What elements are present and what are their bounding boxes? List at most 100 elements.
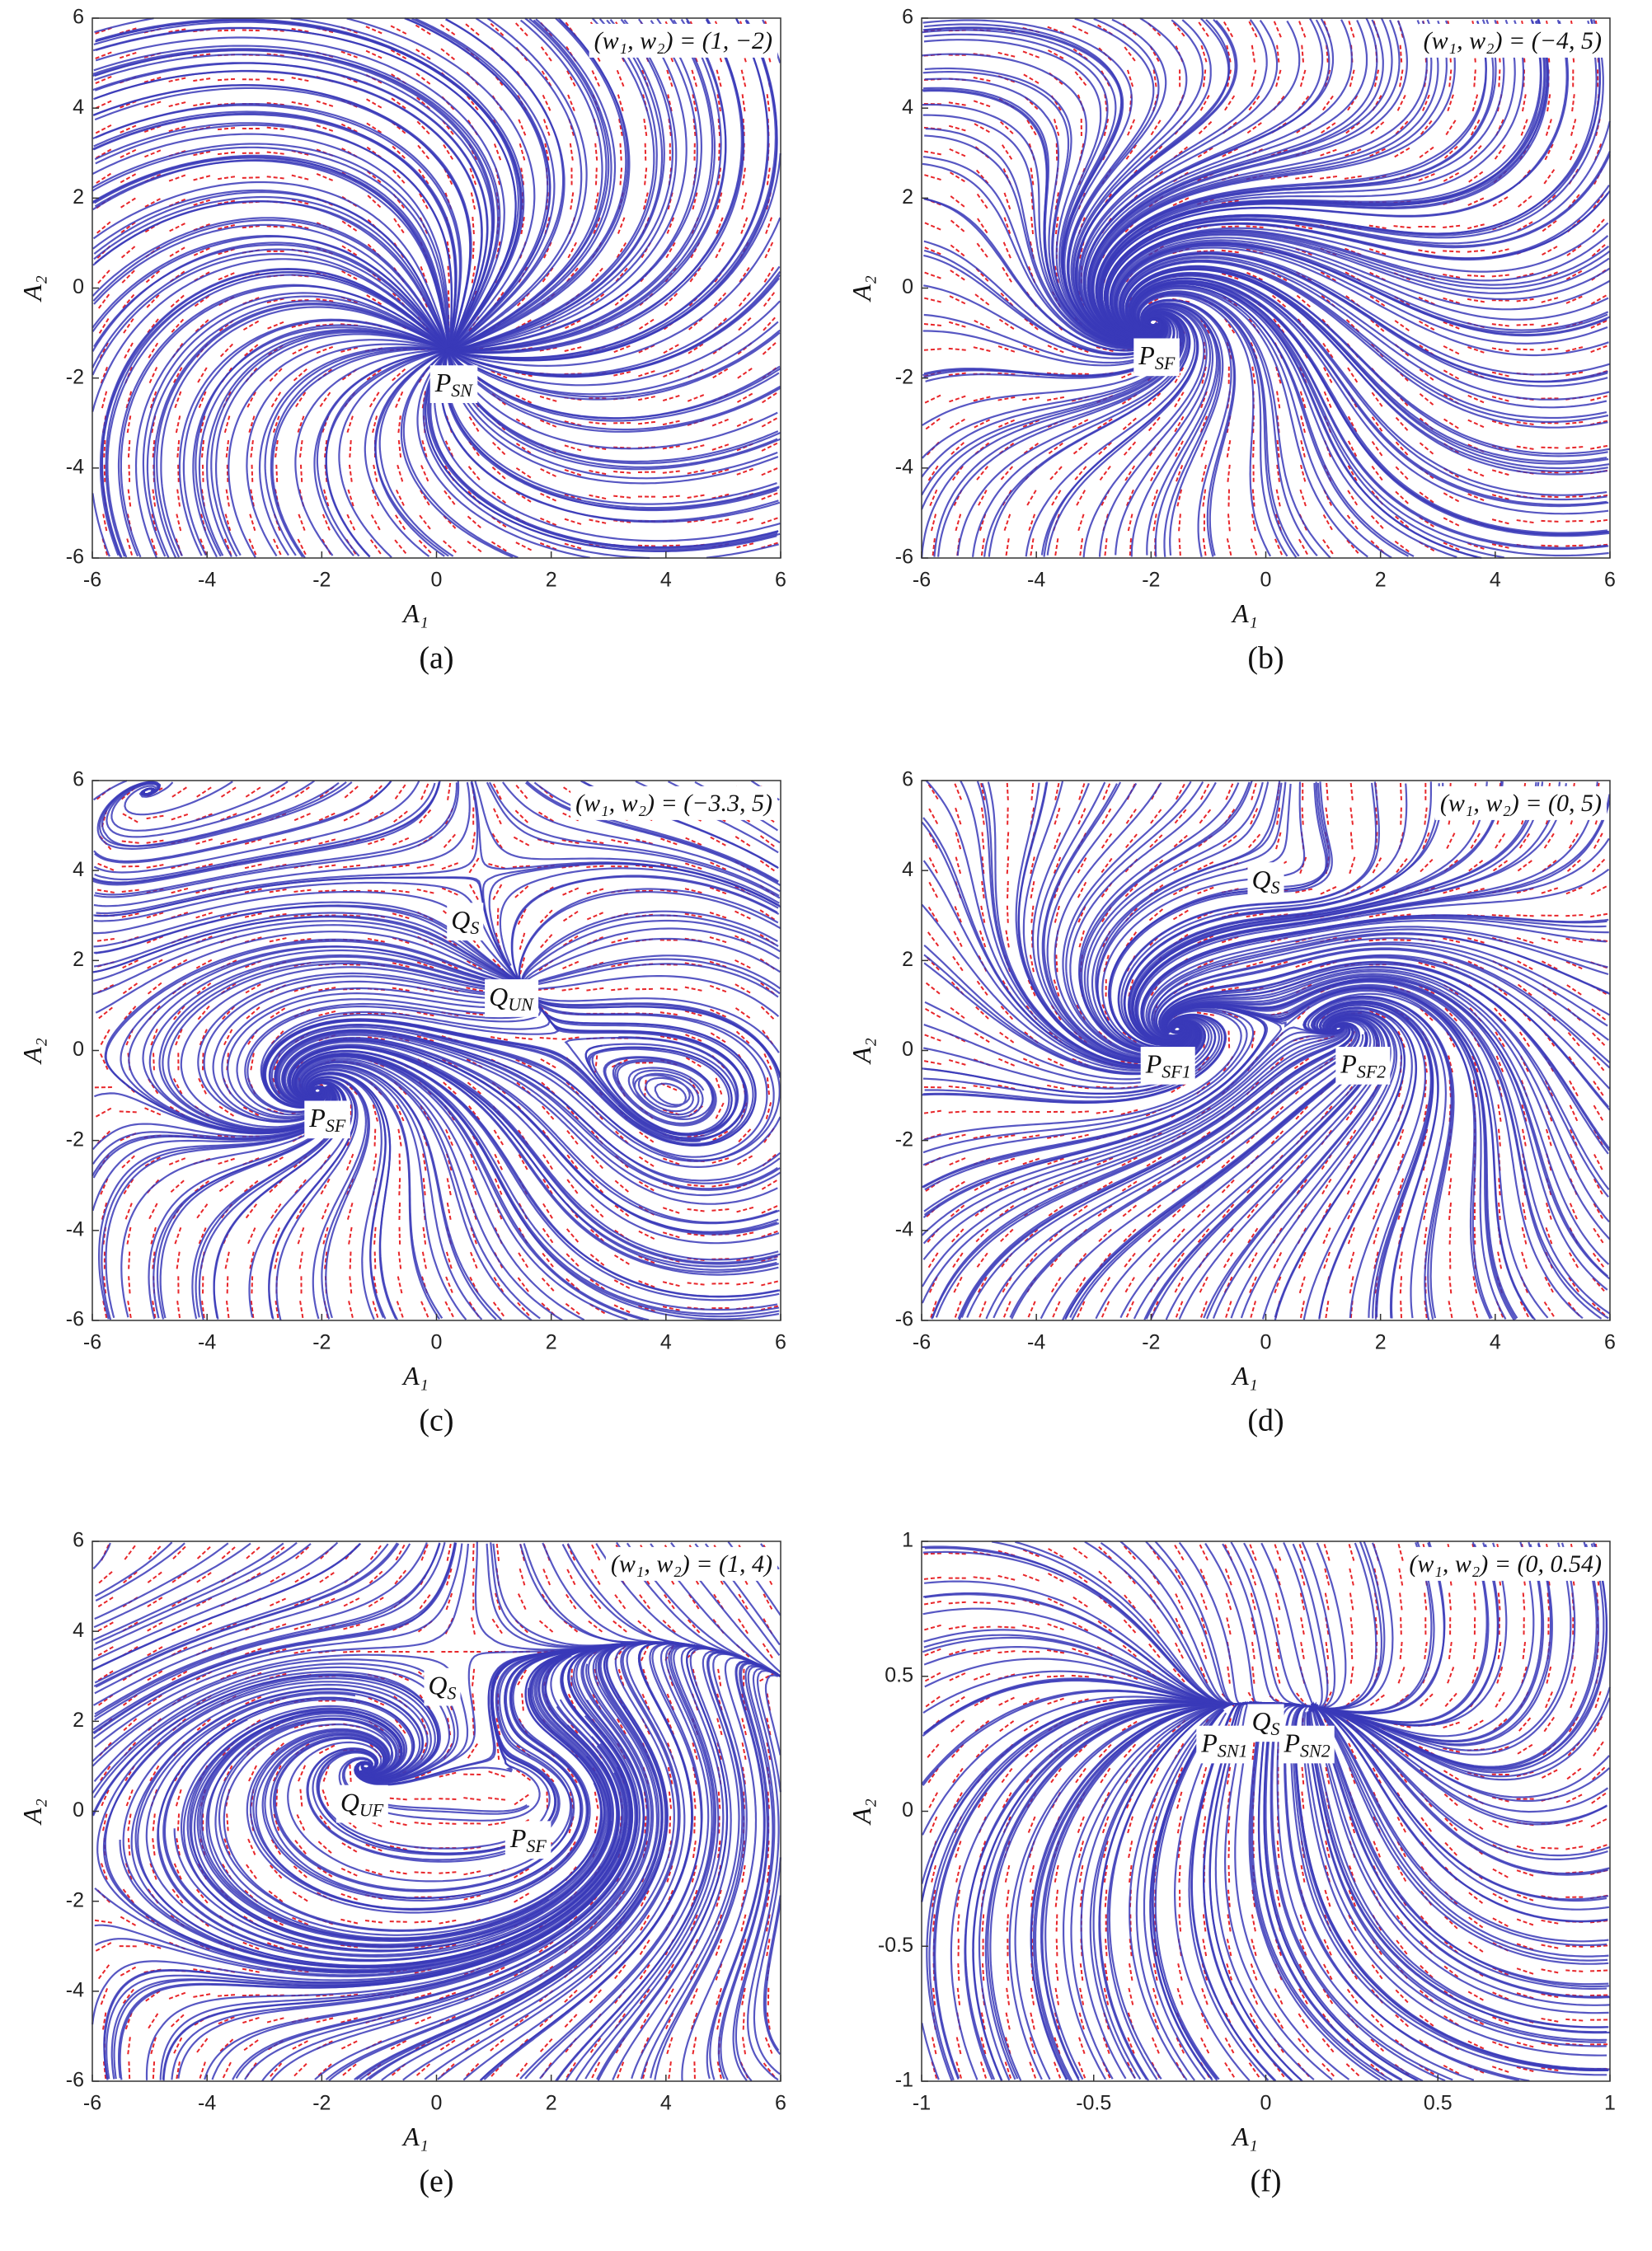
direction-arrow xyxy=(1399,1592,1403,1613)
direction-arrow xyxy=(950,1203,967,1217)
streamline xyxy=(446,321,779,396)
direction-arrow xyxy=(1077,906,1086,926)
direction-arrow xyxy=(1005,1985,1011,2005)
streamline xyxy=(101,271,452,558)
direction-arrow xyxy=(120,959,138,970)
direction-arrow xyxy=(1570,119,1577,138)
direction-arrow xyxy=(948,1059,969,1067)
direction-arrow xyxy=(1152,1985,1159,2005)
direction-arrow xyxy=(1301,1789,1305,1809)
x-tick-label: -2 xyxy=(312,1331,331,1354)
direction-arrow xyxy=(495,1715,501,1736)
direction-arrow xyxy=(298,1249,304,1269)
direction-arrow xyxy=(589,267,603,284)
direction-arrow xyxy=(291,913,312,917)
direction-arrow xyxy=(1514,936,1534,944)
direction-arrow xyxy=(143,864,164,870)
direction-arrow xyxy=(1201,462,1208,482)
direction-arrow xyxy=(1368,293,1386,307)
direction-arrow xyxy=(266,1623,287,1632)
direction-arrow xyxy=(974,320,993,331)
direction-arrow xyxy=(1150,2034,1160,2054)
direction-arrow xyxy=(1200,1592,1208,1613)
x-tick-label: 4 xyxy=(660,2092,672,2115)
direction-arrow xyxy=(268,786,286,800)
direction-arrow xyxy=(641,1691,650,1710)
direction-arrow xyxy=(397,437,402,458)
direction-arrow xyxy=(272,1225,282,1245)
direction-arrow xyxy=(561,492,582,501)
direction-arrow xyxy=(1398,69,1404,90)
direction-arrow xyxy=(120,244,138,259)
direction-arrow xyxy=(1564,1794,1583,1804)
direction-arrow xyxy=(243,2038,261,2052)
direction-arrow xyxy=(515,1275,529,1292)
direction-arrow xyxy=(1077,808,1086,828)
direction-arrow xyxy=(1077,2059,1086,2079)
direction-arrow xyxy=(709,443,730,452)
direction-arrow xyxy=(96,1571,113,1586)
streamline xyxy=(283,1039,779,1233)
streamline xyxy=(94,1542,229,1620)
direction-arrow xyxy=(636,318,655,331)
direction-arrow xyxy=(1243,961,1264,968)
direction-arrow xyxy=(924,1647,944,1657)
direction-arrow xyxy=(292,344,311,355)
streamline xyxy=(1104,19,1604,293)
direction-arrow xyxy=(94,1919,115,1925)
direction-arrow xyxy=(322,486,330,507)
direction-arrow xyxy=(195,317,211,333)
direction-arrow xyxy=(1293,888,1313,894)
streamline xyxy=(1078,19,1279,342)
direction-arrow xyxy=(1219,271,1239,280)
direction-arrow xyxy=(612,293,629,307)
direction-arrow xyxy=(1465,2039,1485,2050)
direction-arrow xyxy=(1126,69,1134,90)
direction-arrow xyxy=(643,167,648,188)
streamline xyxy=(1142,302,1222,557)
direction-arrow xyxy=(389,1845,410,1851)
direction-arrow xyxy=(1349,1568,1355,1588)
streamline xyxy=(1164,987,1518,1319)
direction-arrow xyxy=(514,1891,532,1903)
direction-arrow xyxy=(1027,979,1037,999)
x-tick-label: -4 xyxy=(198,569,216,592)
direction-arrow xyxy=(927,1742,941,1758)
direction-arrow xyxy=(734,542,754,549)
direction-arrow xyxy=(176,1249,181,1269)
direction-arrow xyxy=(366,367,384,381)
direction-arrow xyxy=(414,1920,434,1924)
direction-arrow xyxy=(999,1031,1016,1045)
direction-arrow xyxy=(342,2061,359,2076)
direction-arrow xyxy=(168,124,189,133)
direction-arrow xyxy=(1442,1963,1459,1978)
direction-arrow xyxy=(1199,1274,1210,1293)
direction-arrow xyxy=(419,462,429,482)
direction-arrow xyxy=(1373,1249,1380,1269)
direction-arrow xyxy=(316,838,336,846)
direction-arrow xyxy=(1098,1742,1114,1758)
streamline xyxy=(452,17,608,350)
point-label-box xyxy=(424,1667,461,1706)
direction-arrow xyxy=(1176,1986,1184,2005)
direction-arrow xyxy=(1000,1226,1016,1242)
direction-arrow xyxy=(1123,883,1138,899)
direction-arrow xyxy=(1078,1862,1084,1883)
direction-arrow xyxy=(1447,1053,1453,1073)
direction-arrow xyxy=(148,364,159,384)
streamline xyxy=(924,77,1166,346)
direction-arrow xyxy=(1443,1692,1457,1709)
direction-arrow xyxy=(150,1224,157,1245)
direction-arrow xyxy=(1563,495,1584,499)
direction-arrow xyxy=(193,53,214,58)
streamline xyxy=(937,312,1185,557)
direction-arrow xyxy=(218,786,237,800)
direction-arrow xyxy=(168,1991,188,2000)
direction-arrow xyxy=(688,267,702,284)
direction-arrow xyxy=(1000,120,1016,136)
direction-arrow xyxy=(464,959,483,971)
streamline xyxy=(1096,19,1495,339)
direction-arrow xyxy=(997,1574,1018,1582)
streamline xyxy=(94,780,392,864)
direction-arrow xyxy=(349,1101,352,1122)
